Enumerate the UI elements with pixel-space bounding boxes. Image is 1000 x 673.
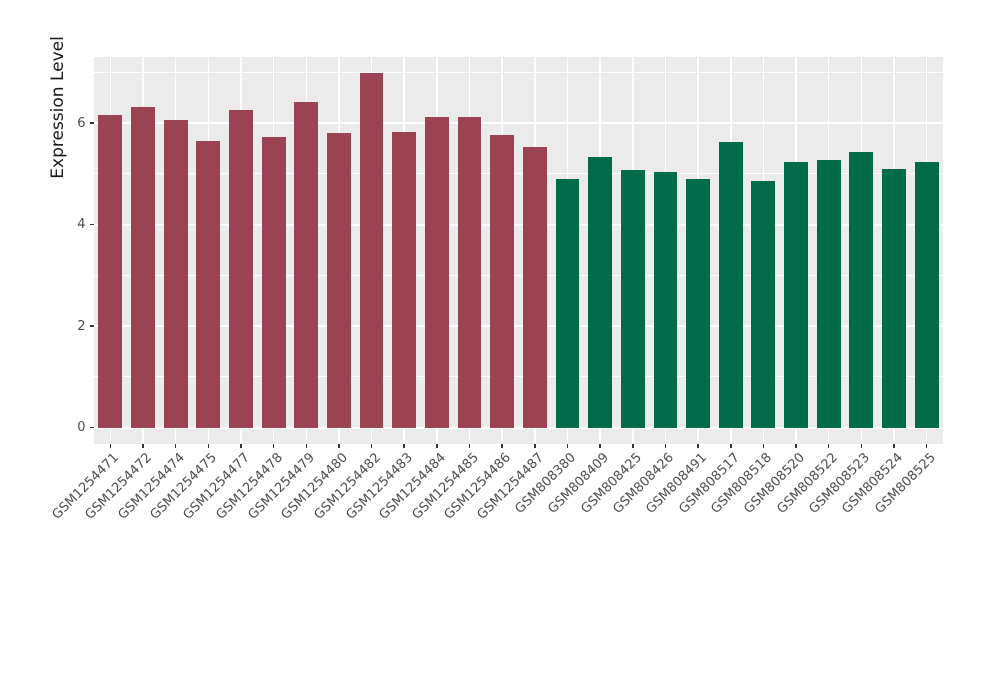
x-tick-mark xyxy=(925,444,928,448)
bar-GSM808380 xyxy=(555,178,580,428)
gridline-major-h xyxy=(94,223,943,226)
y-tick-label: 0 xyxy=(77,420,86,436)
gridline-minor-h xyxy=(94,71,943,73)
y-tick-label: 6 xyxy=(77,115,86,131)
bar-GSM1254477 xyxy=(229,110,253,428)
bar-GSM1254471 xyxy=(98,115,123,428)
bar-GSM808517 xyxy=(718,142,743,428)
x-tick-mark xyxy=(436,444,438,448)
bar-GSM1254486 xyxy=(490,134,515,428)
bar-GSM1254483 xyxy=(392,131,417,428)
bar-GSM1254478 xyxy=(261,137,286,428)
x-tick-mark xyxy=(860,444,863,448)
x-tick-mark xyxy=(664,444,667,448)
gridline-minor-h xyxy=(94,376,943,378)
x-tick-mark xyxy=(730,444,732,448)
x-tick-mark xyxy=(795,444,797,448)
x-tick-mark xyxy=(827,444,830,448)
gridline-minor-h xyxy=(94,173,943,175)
bar-GSM808524 xyxy=(882,168,906,428)
x-tick-mark xyxy=(893,444,895,448)
x-tick-mark xyxy=(240,444,242,448)
y-tick-label: 4 xyxy=(77,217,86,233)
x-tick-mark xyxy=(142,444,144,448)
x-tick-mark xyxy=(174,444,177,448)
x-tick-mark xyxy=(370,444,373,448)
x-tick-mark xyxy=(632,444,634,448)
bar-GSM1254474 xyxy=(163,119,188,428)
y-axis-title: Expression Level xyxy=(48,36,68,179)
bar-GSM808520 xyxy=(784,161,808,428)
gridline-major-h xyxy=(94,122,943,125)
bar-GSM1254475 xyxy=(196,140,221,428)
gridline-major-h xyxy=(94,325,943,328)
bar-GSM808491 xyxy=(686,178,710,428)
x-tick-mark xyxy=(762,444,765,448)
x-tick-mark xyxy=(207,444,210,448)
x-tick-mark xyxy=(599,444,601,448)
expression-bar-chart: Expression Level 0 2 4 6 GSM1254471 GSM125447… xyxy=(48,36,943,523)
gridline-major-h xyxy=(94,426,943,429)
x-tick-mark xyxy=(272,444,275,448)
bar-GSM808518 xyxy=(751,181,776,428)
chart-panel xyxy=(94,57,943,444)
y-tick-mark xyxy=(89,223,94,226)
x-tick-mark xyxy=(305,444,307,448)
bar-GSM808409 xyxy=(588,156,613,428)
x-tick-mark xyxy=(501,444,503,448)
x-tick-mark xyxy=(468,444,471,448)
bar-GSM1254484 xyxy=(424,117,449,428)
bar-GSM808522 xyxy=(816,159,841,428)
bar-GSM1254485 xyxy=(457,117,482,428)
bar-GSM1254472 xyxy=(131,106,155,428)
x-tick-mark xyxy=(338,444,340,448)
x-tick-mark xyxy=(403,444,405,448)
y-tick-label: 2 xyxy=(77,318,86,334)
bar-GSM1254479 xyxy=(294,102,319,428)
y-tick-mark xyxy=(89,426,94,429)
bar-GSM1254480 xyxy=(326,133,351,428)
x-tick-mark xyxy=(566,444,569,448)
bar-GSM808525 xyxy=(914,162,939,428)
bar-GSM1254482 xyxy=(359,73,384,428)
bar-GSM808523 xyxy=(849,152,874,428)
bar-GSM808426 xyxy=(653,171,678,428)
x-tick-mark xyxy=(697,444,699,448)
bar-GSM808425 xyxy=(620,169,645,428)
x-tick-mark xyxy=(109,444,112,448)
y-tick-mark xyxy=(89,325,94,327)
y-tick-mark xyxy=(89,122,94,124)
x-tick-mark xyxy=(534,444,536,448)
gridline-minor-h xyxy=(94,274,943,276)
bar-GSM1254487 xyxy=(522,146,547,428)
